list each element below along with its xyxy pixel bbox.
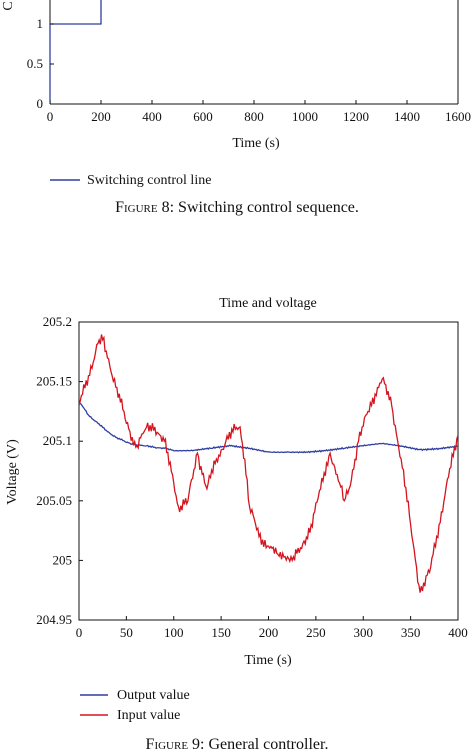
figure8-x-tick-label: 600	[193, 109, 213, 124]
figure9-series-output-value	[79, 401, 458, 454]
figure9-x-tick-label: 400	[448, 625, 468, 640]
figure9-x-tick-label: 100	[164, 625, 184, 640]
figure9-x-axis-label: Time (s)	[244, 653, 292, 668]
figure9-y-tick-label: 205.05	[36, 493, 72, 508]
figure9-y-tick-label: 205.1	[43, 433, 72, 448]
figure9-y-tick-label: 205	[53, 552, 73, 567]
figure9-series-input-value	[79, 334, 458, 593]
figure8-x-axis-label: Time (s)	[232, 136, 280, 151]
figure8-legend: Switching control line	[50, 173, 211, 188]
figure8-caption-label: Figure 8:	[115, 199, 175, 216]
figure9-chart: Time and voltage 0 50 100 150 200 250 300 350 40…	[5, 296, 468, 723]
figure9-y-ticks: 204.95 205 205.05 205.1 205.15 205.2	[36, 314, 83, 627]
figure9-legend: Output value Input value	[80, 688, 190, 723]
figure9-x-tick-label: 200	[259, 625, 279, 640]
figure9-x-ticks: 0 50 100 150 200 250 300 350 400	[76, 616, 468, 640]
figure9-x-tick-label: 250	[306, 625, 326, 640]
figure9-caption-label: Figure 9:	[145, 736, 205, 753]
figure9-x-tick-label: 150	[211, 625, 231, 640]
figure9-plot-area	[78, 321, 459, 621]
figure9-caption: Figure 9: General controller.	[0, 736, 474, 754]
figure8-x-tick-label: 800	[244, 109, 264, 124]
figure8-caption-text: Switching control sequence.	[178, 199, 359, 216]
figure8-x-tick-label: 1000	[292, 109, 318, 124]
figure9-x-tick-label: 0	[76, 625, 83, 640]
figure8-y-ticks: 00.51	[27, 16, 54, 111]
figure8-x-tick-label: 400	[142, 109, 162, 124]
figure8-x-tick-label: 1400	[394, 109, 420, 124]
figure8-chart: 0 200 400 600 800 1000 1200 1400 1600 00.51 Time…	[1, 0, 471, 188]
figure8-y-tick-label: 0.5	[27, 56, 43, 71]
figure9-x-tick-label: 300	[354, 625, 374, 640]
figure8-plot-area	[49, 0, 459, 105]
figure8-x-tick-label: 200	[91, 109, 111, 124]
figure8-y-tick-label: 0	[37, 96, 44, 111]
figure9-y-tick-label: 205.15	[36, 374, 72, 389]
figure8-x-tick-label: 0	[47, 109, 54, 124]
figure9-legend-output-label: Output value	[117, 688, 190, 703]
figure9-y-axis-label: Voltage (V)	[5, 439, 20, 505]
figure8-y-tick-label: 1	[37, 16, 44, 31]
figure9-y-tick-label: 205.2	[43, 314, 72, 329]
figure8-series-switching-control-line	[50, 0, 102, 104]
figure8-y-axis-label-fragment: C	[1, 1, 16, 10]
figure8-legend-label: Switching control line	[87, 173, 211, 188]
figure9-x-tick-label: 350	[401, 625, 421, 640]
figure8-x-tick-label: 1200	[343, 109, 369, 124]
figure9-caption-text: General controller.	[208, 736, 329, 753]
figure9-axes-frame	[78, 321, 459, 621]
figure8-caption: Figure 8: Switching control sequence.	[0, 199, 474, 217]
figure9-x-tick-label: 50	[120, 625, 133, 640]
figure8-x-tick-label: 1600	[445, 109, 471, 124]
figure8-x-ticks: 0 200 400 600 800 1000 1200 1400 1600	[47, 100, 471, 124]
figure9-legend-input-label: Input value	[117, 708, 180, 723]
figure9-y-tick-label: 204.95	[36, 612, 72, 627]
figure9-title: Time and voltage	[219, 296, 316, 311]
